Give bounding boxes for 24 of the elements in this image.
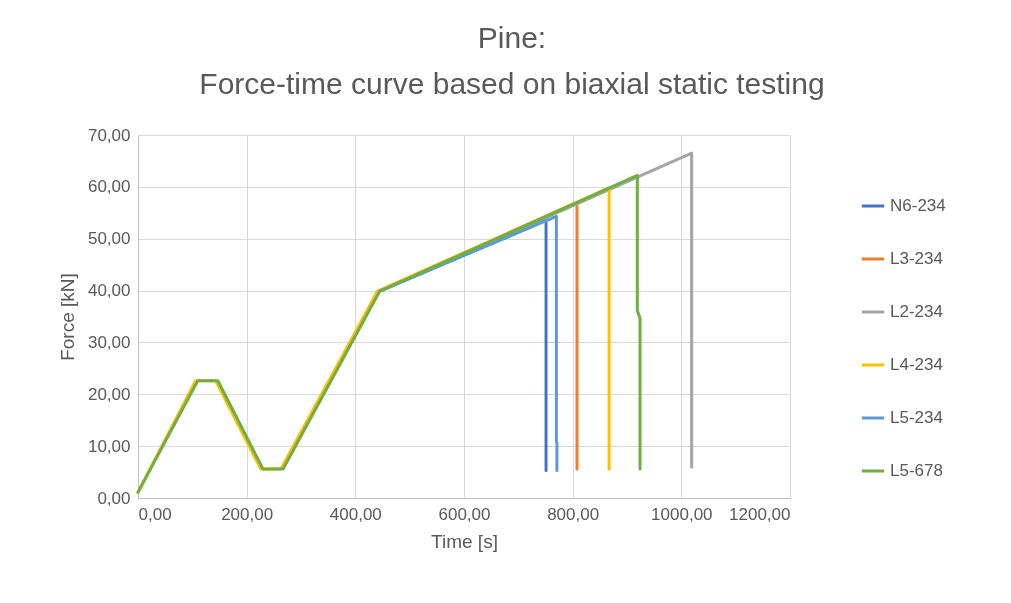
legend-label: L5-678 xyxy=(890,461,943,480)
legend-label: L3-234 xyxy=(890,249,943,268)
x-tick-label: 0,00 xyxy=(138,504,172,524)
y-tick-label: 50,00 xyxy=(87,229,131,249)
x-tick-label: 800,00 xyxy=(547,504,600,524)
x-tick-label: 200,00 xyxy=(221,504,274,524)
y-tick-label: 60,00 xyxy=(87,177,131,197)
legend-label: L4-234 xyxy=(890,355,943,374)
y-tick-label: 20,00 xyxy=(87,384,131,404)
x-tick-label: 600,00 xyxy=(438,504,491,524)
y-tick-label: 0,00 xyxy=(97,488,131,508)
x-tick-label: 400,00 xyxy=(329,504,382,524)
y-axis-title: Force [kN] xyxy=(56,273,78,361)
legend-label: N6-234 xyxy=(890,196,946,215)
y-tick-label: 30,00 xyxy=(87,332,131,352)
y-tick-label: 40,00 xyxy=(87,281,131,301)
y-tick-label: 10,00 xyxy=(87,436,131,456)
x-axis-title: Time [s] xyxy=(431,530,498,552)
x-tick-label: 1000,00 xyxy=(651,504,713,524)
legend-label: L2-234 xyxy=(890,302,943,321)
legend-label: L5-234 xyxy=(890,408,943,427)
y-tick-label: 70,00 xyxy=(87,125,131,145)
x-tick-label: 1200,00 xyxy=(729,504,791,524)
chart-title: Pine: Force-time curve based on biaxial static testing xyxy=(199,21,825,100)
